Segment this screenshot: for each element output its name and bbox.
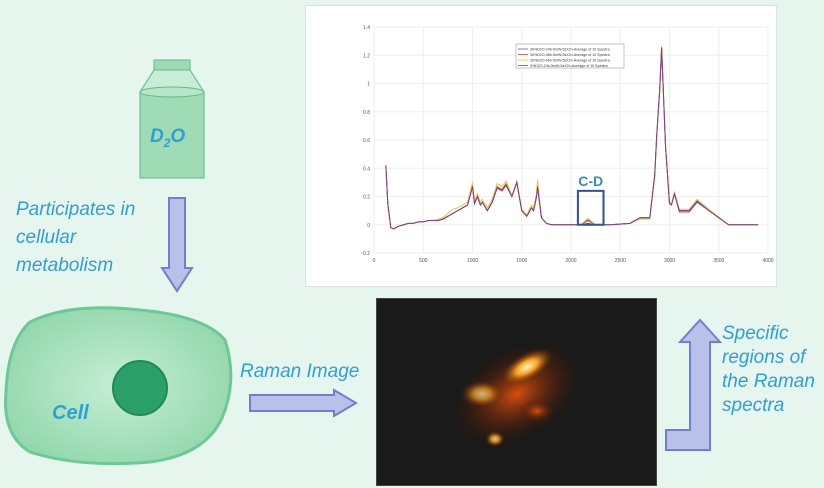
y-tick-label: -0.2 [361,251,370,257]
y-tick-label: 1 [367,82,370,88]
x-tick-label: 3000 [664,258,675,264]
bottle-icon [139,59,205,179]
x-tick-label: 3500 [713,258,724,264]
x-tick-label: 2000 [565,258,576,264]
cd-region-box [576,189,605,226]
cd-annotation-label: C-D [578,173,603,189]
nucleus [112,360,168,416]
raman-image [376,298,657,486]
raman-image-label: Raman Image [240,361,360,382]
legend-entry: 30%D2O-48h-5mW-5sX2n-Average of 10 Spect… [530,53,610,57]
x-tick-label: 1500 [516,258,527,264]
y-tick-label: 0 [367,223,370,229]
y-tick-label: 0.2 [363,195,370,201]
legend-entry: 0%D2O-24h-5mW-5sX2n-Average of 10 Spectr… [530,64,608,68]
legend-entry: 30%D2O-24h-5mW-5sX2n-Average of 10 Spect… [530,48,610,52]
legend [515,43,625,69]
cell-label: Cell [52,402,89,424]
legend-entry: 30%D2O-96h-5mW-5sX2n-Average of 10 Spect… [530,59,610,63]
right-arrow [249,388,358,418]
x-tick-label: 500 [419,258,428,264]
y-tick-label: 0.8 [363,110,370,116]
y-tick-label: 0.4 [363,166,370,172]
cell-illustration [4,306,233,466]
y-tick-label: 0.6 [363,138,370,144]
up-right-arrow [665,318,722,451]
x-tick-label: 2500 [615,258,626,264]
participates-label: Participates in cellular metabolism [16,199,136,276]
d2o-bottle: D2O [136,58,208,182]
d2o-label: D2O [150,126,186,150]
down-arrow [160,197,194,293]
raman-spectrum-chart: 0 500 1000 1500 2000 2500 3000 3500 4000 -0.2 0 0.2… [305,5,777,287]
x-tick-label: 1000 [467,258,478,264]
specific-regions-label: Specific regions of the Raman spectra [722,323,815,416]
series-line [385,48,759,230]
y-tick-label: 1.4 [363,25,370,31]
x-tick-label: 4000 [762,258,773,264]
x-tick-label: 0 [373,258,376,264]
y-tick-label: 1.2 [363,53,370,59]
